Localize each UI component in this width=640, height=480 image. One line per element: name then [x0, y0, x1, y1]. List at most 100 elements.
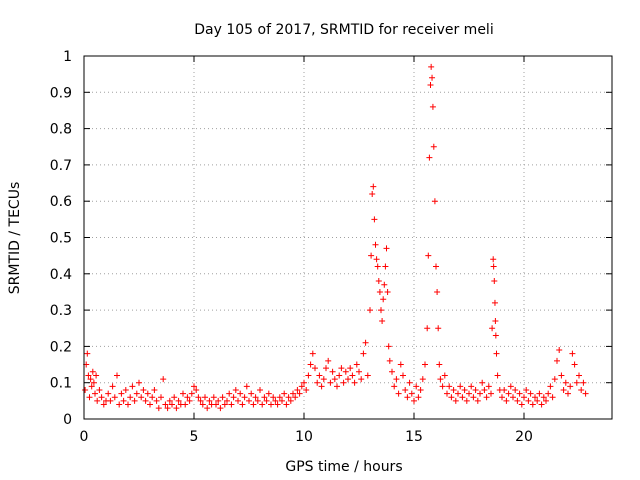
- data-point: [479, 379, 486, 386]
- data-point: [342, 368, 349, 375]
- data-point: [90, 379, 97, 386]
- data-point: [138, 394, 145, 401]
- axis-ticks: [83, 55, 612, 420]
- chart-title: Day 105 of 2017, SRMTID for receiver mel…: [194, 22, 493, 38]
- data-point: [338, 365, 345, 372]
- data-point: [369, 190, 376, 197]
- data-point: [404, 394, 411, 401]
- data-point: [279, 397, 285, 404]
- data-point: [195, 394, 202, 401]
- data-point: [426, 154, 433, 161]
- y-tick-label: 0.4: [50, 267, 72, 283]
- data-point: [116, 401, 123, 408]
- data-point: [434, 288, 441, 295]
- data-point: [312, 365, 318, 372]
- data-point: [375, 278, 382, 285]
- data-point: [452, 397, 459, 404]
- data-point: [371, 216, 378, 223]
- data-point: [463, 397, 470, 404]
- data-point: [265, 390, 272, 397]
- data-point: [199, 401, 206, 408]
- data-point: [182, 401, 189, 408]
- data-point: [285, 394, 292, 401]
- data-point: [492, 332, 499, 339]
- data-point: [521, 394, 527, 401]
- data-point: [151, 386, 158, 393]
- data-point: [221, 401, 228, 408]
- data-point: [417, 386, 424, 393]
- data-point: [114, 372, 120, 379]
- data-point: [305, 372, 312, 379]
- data-point: [428, 63, 435, 70]
- data-point: [241, 394, 248, 401]
- x-tick-label: 15: [405, 429, 423, 445]
- data-point: [309, 350, 316, 357]
- data-point: [580, 379, 587, 386]
- data-point: [507, 383, 514, 390]
- data-points: [82, 63, 589, 412]
- data-point: [384, 288, 391, 295]
- data-point: [111, 394, 118, 401]
- data-point: [153, 397, 160, 404]
- data-point: [144, 390, 151, 397]
- data-point: [149, 394, 156, 401]
- data-point: [430, 143, 437, 150]
- data-point: [107, 397, 114, 404]
- data-point: [435, 325, 442, 332]
- data-point: [573, 379, 580, 386]
- data-point: [298, 383, 305, 390]
- data-point: [468, 383, 475, 390]
- data-point: [204, 405, 211, 412]
- data-point: [429, 103, 436, 110]
- data-point: [224, 397, 230, 404]
- data-point: [441, 372, 448, 379]
- data-point: [380, 296, 387, 303]
- data-point: [296, 390, 303, 397]
- x-tick-label: 5: [190, 429, 199, 445]
- data-point: [158, 394, 164, 401]
- data-point: [437, 376, 444, 383]
- data-point: [472, 386, 479, 393]
- data-point: [362, 339, 369, 346]
- data-point: [193, 386, 200, 393]
- data-point: [89, 368, 96, 375]
- data-point: [397, 361, 404, 368]
- data-point: [395, 390, 402, 397]
- data-point: [270, 394, 277, 401]
- data-point: [540, 394, 547, 401]
- data-point: [226, 390, 233, 397]
- data-point: [87, 376, 94, 383]
- data-point: [529, 401, 536, 408]
- data-point: [455, 390, 461, 397]
- data-point: [431, 198, 438, 205]
- data-point: [492, 317, 499, 324]
- data-point: [268, 401, 274, 408]
- data-point: [368, 252, 375, 259]
- data-point: [281, 390, 288, 397]
- data-point: [84, 350, 91, 357]
- data-point: [450, 386, 457, 393]
- data-point: [554, 357, 560, 364]
- y-tick-label: 0.7: [50, 158, 72, 174]
- x-tick-label: 20: [515, 429, 533, 445]
- y-tick-label: 0.3: [50, 303, 72, 319]
- data-point: [118, 390, 125, 397]
- data-point: [367, 307, 373, 314]
- data-point: [474, 397, 481, 404]
- data-point: [133, 390, 140, 397]
- data-point: [276, 394, 283, 401]
- data-point: [582, 390, 589, 397]
- data-point: [364, 372, 371, 379]
- data-point: [243, 383, 250, 390]
- data-point: [503, 397, 510, 404]
- data-point: [349, 372, 356, 379]
- data-point: [215, 397, 222, 404]
- data-point: [481, 386, 488, 393]
- data-point: [94, 397, 101, 404]
- data-point: [383, 245, 390, 252]
- data-point: [490, 256, 497, 263]
- data-point: [82, 386, 89, 393]
- data-point: [551, 376, 558, 383]
- data-point: [411, 397, 417, 404]
